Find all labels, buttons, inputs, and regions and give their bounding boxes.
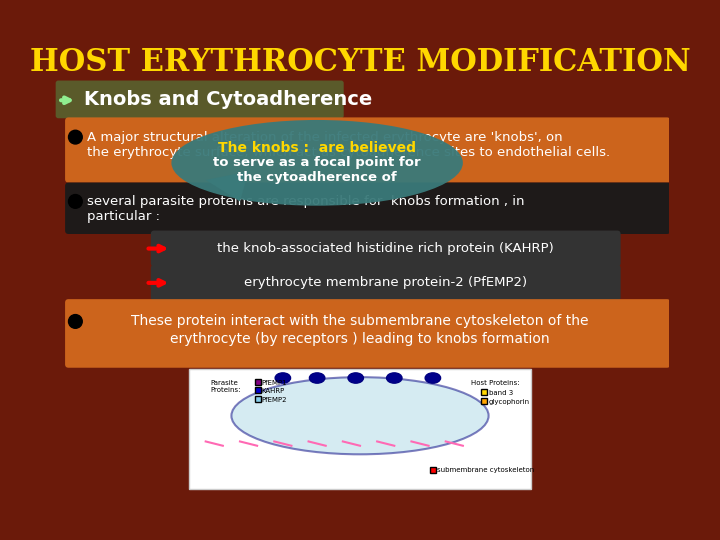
Text: the knob-associated histidine rich protein (KAHRP): the knob-associated histidine rich prote… bbox=[217, 242, 554, 255]
Polygon shape bbox=[206, 171, 248, 201]
Text: several parasite proteins are responsible for  knobs formation , in: several parasite proteins are responsibl… bbox=[87, 195, 525, 208]
Ellipse shape bbox=[348, 373, 364, 383]
FancyBboxPatch shape bbox=[150, 265, 621, 301]
FancyBboxPatch shape bbox=[65, 299, 670, 368]
FancyBboxPatch shape bbox=[150, 231, 621, 267]
Text: KAHRP: KAHRP bbox=[261, 388, 284, 394]
Ellipse shape bbox=[275, 373, 291, 383]
Text: A major structural alteration of the infected erythrocyte are 'knobs', on: A major structural alteration of the inf… bbox=[87, 131, 563, 144]
Text: These protein interact with the submembrane cytoskeleton of the: These protein interact with the submembr… bbox=[131, 314, 589, 328]
Text: PfEMP2: PfEMP2 bbox=[261, 397, 287, 403]
Text: particular :: particular : bbox=[87, 211, 161, 224]
FancyBboxPatch shape bbox=[481, 389, 487, 395]
Text: Host Proteins:: Host Proteins: bbox=[472, 380, 520, 386]
FancyBboxPatch shape bbox=[481, 398, 487, 404]
Text: the erythrocyte surface, which act as cytoadherence sites to endothelial cells.: the erythrocyte surface, which act as cy… bbox=[87, 146, 611, 159]
Ellipse shape bbox=[231, 377, 489, 454]
FancyBboxPatch shape bbox=[255, 379, 261, 385]
FancyBboxPatch shape bbox=[255, 396, 261, 402]
Text: band 3: band 3 bbox=[489, 390, 513, 396]
Text: glycophorin: glycophorin bbox=[489, 399, 530, 404]
Circle shape bbox=[68, 130, 82, 144]
Text: Parasite
Proteins:: Parasite Proteins: bbox=[210, 380, 240, 393]
Text: HOST ERYTHROCYTE MODIFICATION: HOST ERYTHROCYTE MODIFICATION bbox=[30, 47, 690, 78]
Text: erythrocyte membrane protein-2 (PfEMP2): erythrocyte membrane protein-2 (PfEMP2) bbox=[244, 276, 527, 289]
Text: Knobs and Cytoadherence: Knobs and Cytoadherence bbox=[84, 90, 372, 109]
Circle shape bbox=[68, 315, 82, 328]
FancyBboxPatch shape bbox=[65, 183, 670, 234]
Text: the cytoadherence of: the cytoadherence of bbox=[238, 171, 397, 184]
FancyBboxPatch shape bbox=[55, 80, 343, 118]
FancyBboxPatch shape bbox=[51, 38, 669, 80]
Ellipse shape bbox=[387, 373, 402, 383]
Ellipse shape bbox=[425, 373, 441, 383]
Ellipse shape bbox=[171, 120, 463, 206]
Text: erythrocyte (by receptors ) leading to knobs formation: erythrocyte (by receptors ) leading to k… bbox=[170, 332, 550, 346]
Text: submembrane cytoskeleton: submembrane cytoskeleton bbox=[437, 467, 534, 473]
FancyBboxPatch shape bbox=[189, 369, 531, 489]
Text: to serve as a focal point for: to serve as a focal point for bbox=[213, 157, 421, 170]
FancyBboxPatch shape bbox=[431, 467, 436, 473]
FancyBboxPatch shape bbox=[65, 117, 670, 183]
Ellipse shape bbox=[310, 373, 325, 383]
Text: The knobs :  are believed: The knobs : are believed bbox=[218, 141, 416, 156]
Text: PfEMP1: PfEMP1 bbox=[261, 380, 287, 386]
Circle shape bbox=[68, 194, 82, 208]
FancyBboxPatch shape bbox=[255, 387, 261, 394]
